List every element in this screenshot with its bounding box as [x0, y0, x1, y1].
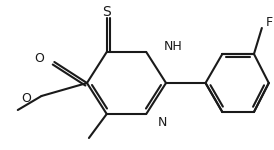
Text: S: S [102, 5, 111, 19]
Text: NH: NH [164, 40, 183, 54]
Text: N: N [158, 116, 167, 129]
Text: O: O [21, 92, 31, 105]
Text: O: O [35, 52, 44, 66]
Text: F: F [266, 16, 273, 30]
